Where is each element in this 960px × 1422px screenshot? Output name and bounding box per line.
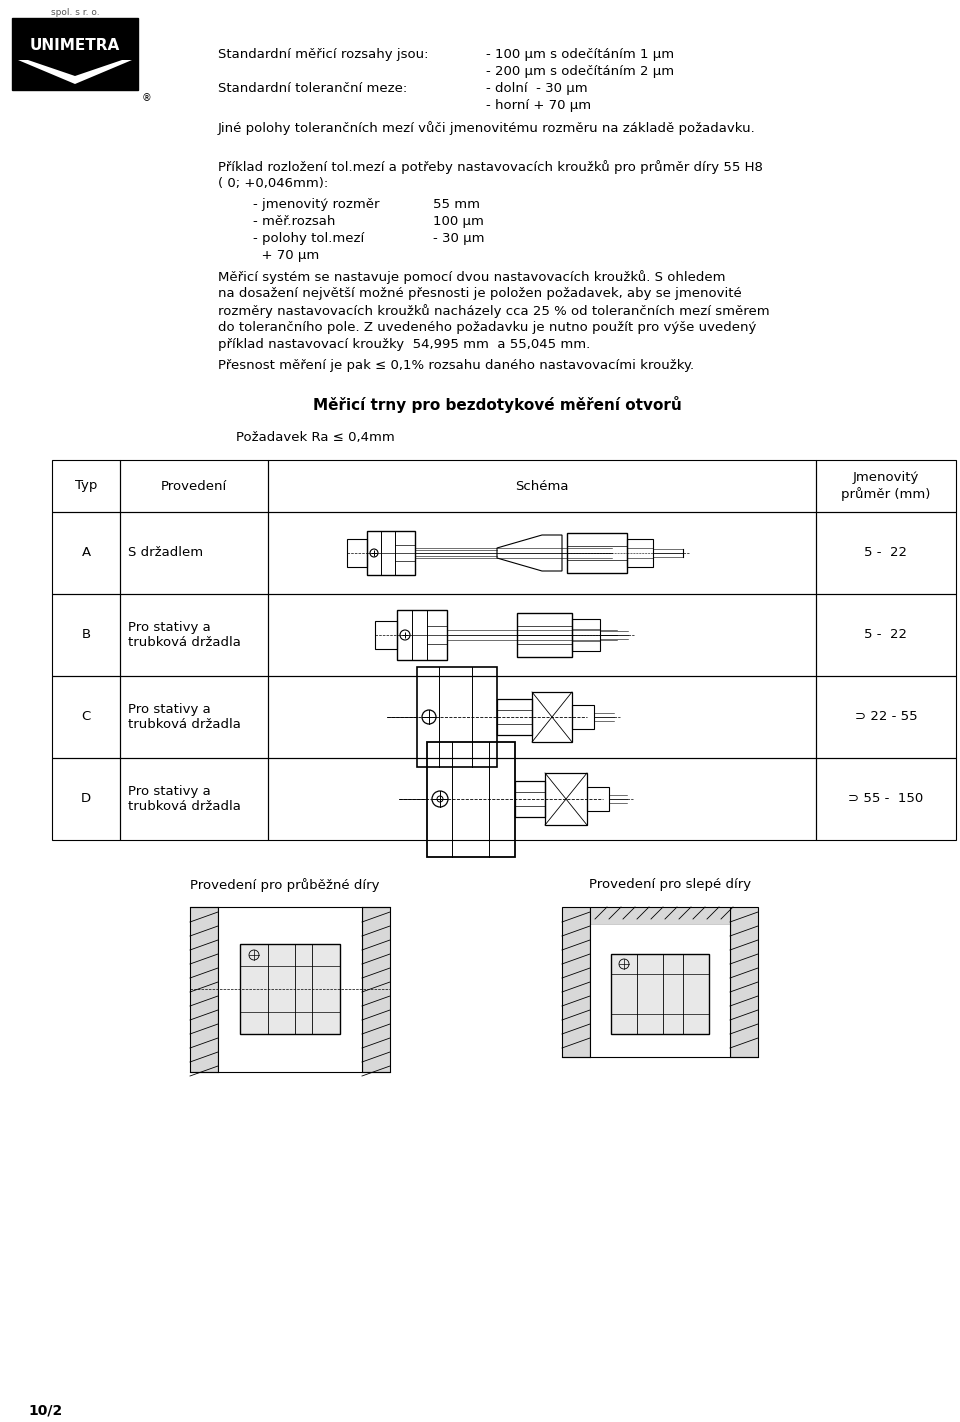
Text: + 70 μm: + 70 μm (236, 249, 320, 262)
Text: 5 -  22: 5 - 22 (865, 546, 907, 559)
Text: Pro stativy a
trubková držadla: Pro stativy a trubková držadla (128, 785, 241, 813)
Text: - měř.rozsah: - měř.rozsah (236, 215, 335, 228)
Bar (816, 459, 956, 512)
Text: 5 -  22: 5 - 22 (865, 629, 907, 641)
Text: UNIMETRA: UNIMETRA (30, 38, 120, 54)
Text: 10/2: 10/2 (28, 1404, 62, 1416)
Text: - dolní  - 30 μm: - dolní - 30 μm (486, 82, 588, 95)
Bar (268, 512, 816, 594)
Text: příklad nastavovací kroužky  54,995 mm  a 55,045 mm.: příklad nastavovací kroužky 54,995 mm a … (218, 338, 590, 351)
Bar (627, 539, 653, 567)
Bar (611, 954, 709, 1034)
Bar (497, 700, 532, 735)
Text: Typ: Typ (75, 479, 97, 492)
Text: do tolerančního pole. Z uvedeného požadavku je nutno použít pro výše uvedený: do tolerančního pole. Z uvedeného požada… (218, 321, 756, 334)
Bar (562, 907, 590, 1057)
Text: Schéma: Schéma (516, 479, 568, 492)
Bar (532, 693, 572, 742)
Bar (587, 786, 609, 811)
Bar (268, 459, 816, 512)
Text: Pro stativy a
trubková držadla: Pro stativy a trubková držadla (128, 702, 241, 731)
Text: Provedení: Provedení (161, 479, 228, 492)
Text: Požadavek Ra ≤ 0,4mm: Požadavek Ra ≤ 0,4mm (236, 431, 395, 444)
Bar (816, 675, 956, 758)
Text: - polohy tol.mezí: - polohy tol.mezí (236, 232, 364, 245)
Bar (240, 944, 340, 1034)
Bar (120, 594, 268, 675)
Polygon shape (18, 60, 132, 84)
Bar (12, 18, 138, 90)
Bar (515, 781, 545, 818)
Bar (427, 742, 515, 857)
Text: - horní + 70 μm: - horní + 70 μm (486, 100, 591, 112)
Bar (572, 619, 600, 651)
Bar (268, 758, 816, 840)
Bar (52, 594, 120, 675)
Text: Přesnost měření je pak ≤ 0,1% rozsahu daného nastavovacími kroužky.: Přesnost měření je pak ≤ 0,1% rozsahu da… (218, 358, 694, 373)
Text: spol. s r. o.: spol. s r. o. (51, 9, 99, 17)
Bar (417, 667, 497, 766)
Text: rozměry nastavovacích kroužků nacházely cca 25 % od tolerančních mezí směrem: rozměry nastavovacích kroužků nacházely … (218, 304, 770, 319)
Bar (572, 705, 594, 729)
Text: Jmenovitý
průměr (mm): Jmenovitý průměr (mm) (841, 472, 930, 501)
Text: - 30 μm: - 30 μm (433, 232, 485, 245)
Bar (268, 594, 816, 675)
Bar (218, 907, 363, 1072)
Bar (517, 613, 572, 657)
Bar (730, 907, 758, 1057)
Bar (52, 512, 120, 594)
Text: - jmenovitý rozměr: - jmenovitý rozměr (236, 198, 379, 210)
Bar (590, 907, 730, 924)
Bar (268, 675, 816, 758)
Bar (397, 610, 447, 660)
Text: Provedení pro slepé díry: Provedení pro slepé díry (588, 877, 751, 892)
Text: D: D (81, 792, 91, 805)
Bar (120, 675, 268, 758)
Bar (52, 758, 120, 840)
Bar (816, 758, 956, 840)
Text: Pro stativy a
trubková držadla: Pro stativy a trubková držadla (128, 621, 241, 648)
Bar (367, 530, 415, 574)
Bar (567, 533, 627, 573)
Bar (362, 907, 390, 1072)
Text: 100 μm: 100 μm (433, 215, 484, 228)
Text: Příklad rozložení tol.mezí a potřeby nastavovacích kroužků pro průměr díry 55 H8: Příklad rozložení tol.mezí a potřeby nas… (218, 161, 763, 173)
Text: S držadlem: S držadlem (128, 546, 204, 559)
Text: Standardní měřicí rozsahy jsou:: Standardní měřicí rozsahy jsou: (218, 48, 428, 61)
Bar (52, 675, 120, 758)
Text: Měřicí systém se nastavuje pomocí dvou nastavovacích kroužků. S ohledem: Měřicí systém se nastavuje pomocí dvou n… (218, 270, 726, 284)
Bar (816, 594, 956, 675)
Bar (545, 774, 587, 825)
Text: B: B (82, 629, 90, 641)
Text: - 100 μm s odečítáním 1 μm: - 100 μm s odečítáním 1 μm (486, 48, 674, 61)
Text: Jiné polohy tolerančních mezí vůči jmenovitému rozměru na základě požadavku.: Jiné polohy tolerančních mezí vůči jmeno… (218, 121, 756, 135)
Bar (52, 459, 120, 512)
Text: ( 0; +0,046mm):: ( 0; +0,046mm): (218, 176, 328, 191)
Text: ⊃ 55 -  150: ⊃ 55 - 150 (849, 792, 924, 805)
Text: na dosažení největší možné přesnosti je položen požadavek, aby se jmenovité: na dosažení největší možné přesnosti je … (218, 287, 742, 300)
Bar (590, 924, 730, 1057)
Bar (120, 459, 268, 512)
Bar (120, 512, 268, 594)
Text: Provedení pro průběžné díry: Provedení pro průběžné díry (190, 877, 380, 892)
Text: 55 mm: 55 mm (433, 198, 480, 210)
Bar (375, 621, 397, 648)
Text: ⊃ 22 - 55: ⊃ 22 - 55 (854, 711, 918, 724)
Text: ®: ® (142, 92, 152, 102)
Text: C: C (82, 711, 90, 724)
Bar (120, 758, 268, 840)
Bar (190, 907, 218, 1072)
Bar (816, 512, 956, 594)
Text: Standardní toleranční meze:: Standardní toleranční meze: (218, 82, 407, 95)
Bar (347, 539, 367, 567)
Text: A: A (82, 546, 90, 559)
Text: - 200 μm s odečítáním 2 μm: - 200 μm s odečítáním 2 μm (486, 65, 674, 78)
Text: Měřicí trny pro bezdotykové měření otvorů: Měřicí trny pro bezdotykové měření otvo… (313, 395, 682, 412)
